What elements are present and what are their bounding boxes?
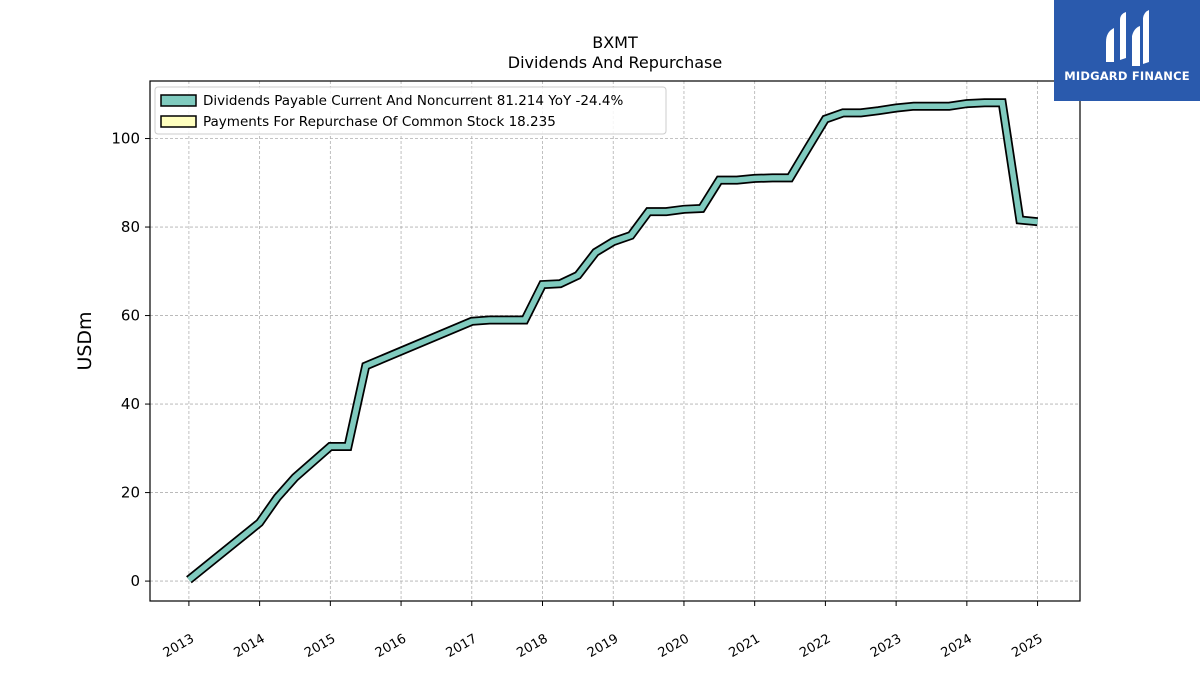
x-tick-label: 2016 bbox=[373, 631, 409, 661]
y-tick-label: 20 bbox=[121, 484, 140, 502]
y-tick-label: 80 bbox=[121, 218, 140, 236]
legend: Dividends Payable Current And Noncurrent… bbox=[154, 86, 667, 135]
x-axis-ticks: 2013 2014 2015 2016 2017 2018 2019 2020 2021 2022… bbox=[161, 601, 1046, 661]
x-tick-label: 2017 bbox=[444, 631, 480, 661]
y-tick-label: 40 bbox=[121, 395, 140, 413]
series-line-dividends bbox=[187, 99, 1038, 582]
legend-swatch-repurchase bbox=[160, 115, 197, 128]
chart-subtitle: Dividends And Repurchase bbox=[508, 53, 722, 72]
legend-label-repurchase: Payments For Repurchase Of Common Stock … bbox=[203, 114, 556, 130]
x-tick-label: 2021 bbox=[727, 631, 763, 661]
series-layer bbox=[186, 98, 1039, 584]
brand-logo: MIDGARD FINANCE bbox=[1054, 0, 1200, 101]
x-tick-label: 2014 bbox=[231, 631, 267, 661]
x-tick-label: 2019 bbox=[585, 631, 621, 661]
legend-label-dividends: Dividends Payable Current And Noncurrent… bbox=[203, 93, 623, 109]
x-tick-label: 2022 bbox=[797, 631, 833, 661]
legend-box bbox=[154, 86, 667, 135]
x-tick-label: 2024 bbox=[939, 631, 975, 661]
x-tick-label: 2013 bbox=[161, 631, 197, 661]
y-tick-label: 60 bbox=[121, 307, 140, 325]
logo-text: MIDGARD FINANCE bbox=[1064, 69, 1190, 83]
x-tick-label: 2025 bbox=[1009, 631, 1045, 661]
y-tick-label: 0 bbox=[130, 572, 140, 590]
legend-swatch-dividends bbox=[160, 94, 197, 107]
y-axis-label: USDm bbox=[74, 311, 96, 370]
logo-mark-icon bbox=[1106, 10, 1149, 66]
y-tick-label: 100 bbox=[111, 130, 140, 148]
x-tick-label: 2023 bbox=[868, 631, 904, 661]
plot-area-frame bbox=[149, 80, 1081, 602]
x-tick-label: 2018 bbox=[514, 631, 550, 661]
y-axis-ticks: 0 20 40 60 80 100 bbox=[111, 130, 150, 590]
x-tick-label: 2020 bbox=[656, 631, 692, 661]
grid-lines bbox=[150, 81, 1080, 601]
chart-title: BXMT bbox=[592, 33, 638, 52]
x-tick-label: 2015 bbox=[302, 631, 338, 661]
